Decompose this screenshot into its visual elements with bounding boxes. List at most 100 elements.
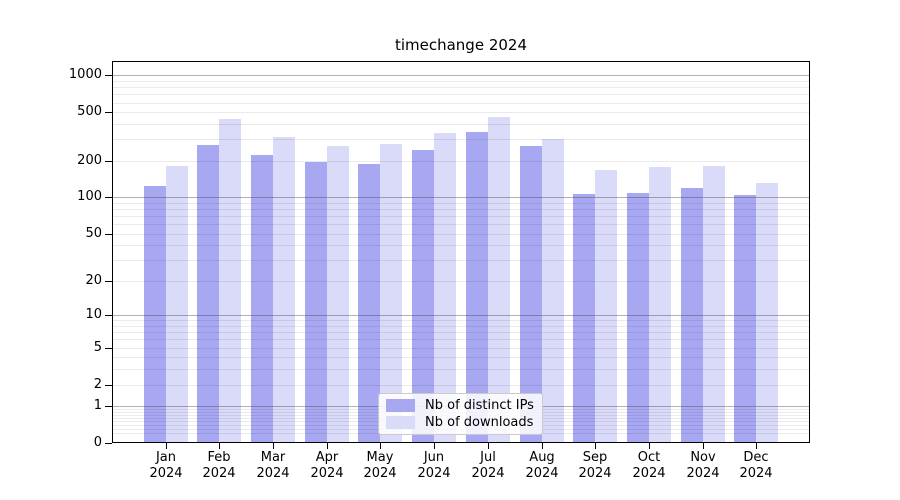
gridline-minor-6 xyxy=(113,339,809,340)
legend-swatch-distinct-ips xyxy=(386,398,415,412)
gridline-minor-900 xyxy=(113,81,809,82)
y-tick-label-500: 500 xyxy=(77,104,102,119)
y-tick-label-5: 5 xyxy=(93,340,102,355)
bar-downloads-may xyxy=(380,143,403,442)
gridline-minor-20 xyxy=(113,281,809,282)
y-tick-20 xyxy=(105,281,112,282)
gridline-minor-400 xyxy=(113,124,809,125)
bar-ips-dec xyxy=(734,194,757,442)
bar-downloads-feb xyxy=(219,118,242,442)
bar-downloads-mar xyxy=(273,137,296,442)
gridline-minor-5 xyxy=(113,348,809,349)
x-tick-label-dec: Dec 2024 xyxy=(739,450,773,481)
gridline-minor-7 xyxy=(113,332,809,333)
y-tick-100 xyxy=(105,197,112,198)
y-tick-label-200: 200 xyxy=(77,153,102,168)
legend-label-downloads: Nb of downloads xyxy=(425,415,534,431)
gridline-major-1000 xyxy=(113,75,809,76)
bar-downloads-oct xyxy=(648,166,671,442)
bar-downloads-jun xyxy=(434,133,457,442)
bar-downloads-jul xyxy=(487,116,510,442)
gridline-minor-500 xyxy=(113,112,809,113)
gridline-minor-9 xyxy=(113,320,809,321)
x-tick-label-jun: Jun 2024 xyxy=(417,450,451,481)
legend-label-distinct-ips: Nb of distinct IPs xyxy=(425,397,534,413)
x-tick-label-mar: Mar 2024 xyxy=(256,450,290,481)
gridline-minor-8 xyxy=(113,326,809,327)
bar-ips-aug xyxy=(519,145,542,442)
y-tick-5 xyxy=(105,348,112,349)
y-tick-label-0: 0 xyxy=(93,435,102,450)
y-tick-200 xyxy=(105,161,112,162)
y-tick-label-10: 10 xyxy=(85,307,102,322)
gridline-major-10 xyxy=(113,315,809,316)
bar-ips-apr xyxy=(304,162,327,442)
x-tick-label-jul: Jul 2024 xyxy=(471,450,505,481)
gridline-minor-90 xyxy=(113,203,809,204)
y-tick-1000 xyxy=(105,75,112,76)
gridline-minor-60 xyxy=(113,224,809,225)
x-tick-oct xyxy=(649,443,650,449)
bar-ips-jan xyxy=(143,186,166,442)
y-tick-10 xyxy=(105,315,112,316)
gridline-minor-600 xyxy=(113,103,809,104)
x-tick-label-nov: Nov 2024 xyxy=(686,450,720,481)
bar-ips-may xyxy=(358,164,381,442)
x-tick-label-sep: Sep 2024 xyxy=(578,450,612,481)
x-tick-feb xyxy=(219,443,220,449)
x-tick-jun xyxy=(434,443,435,449)
x-tick-jan xyxy=(166,443,167,449)
x-tick-jul xyxy=(488,443,489,449)
x-tick-sep xyxy=(595,443,596,449)
y-tick-0 xyxy=(105,443,112,444)
gridline-minor-800 xyxy=(113,87,809,88)
x-tick-mar xyxy=(273,443,274,449)
bar-ips-feb xyxy=(197,144,220,442)
gridline-minor-300 xyxy=(113,139,809,140)
x-tick-aug xyxy=(542,443,543,449)
bar-ips-jun xyxy=(412,149,435,442)
y-tick-50 xyxy=(105,234,112,235)
legend-item-distinct-ips: Nb of distinct IPs xyxy=(386,397,535,413)
gridline-minor-40 xyxy=(113,245,809,246)
x-tick-label-feb: Feb 2024 xyxy=(202,450,236,481)
x-tick-nov xyxy=(703,443,704,449)
chart-title: timechange 2024 xyxy=(394,36,528,54)
legend: Nb of distinct IPs Nb of downloads xyxy=(378,393,543,435)
y-tick-label-1: 1 xyxy=(93,398,102,413)
gridline-minor-3 xyxy=(113,369,809,370)
bar-ips-sep xyxy=(573,194,596,442)
x-tick-label-jan: Jan 2024 xyxy=(149,450,183,481)
gridline-minor-80 xyxy=(113,209,809,210)
gridline-minor-200 xyxy=(113,161,809,162)
y-tick-label-20: 20 xyxy=(85,273,102,288)
bar-ips-oct xyxy=(626,192,649,442)
bar-downloads-nov xyxy=(702,166,725,442)
x-tick-label-may: May 2024 xyxy=(363,450,397,481)
bar-downloads-dec xyxy=(756,182,779,442)
x-tick-dec xyxy=(756,443,757,449)
gridline-minor-30 xyxy=(113,260,809,261)
gridline-minor-2 xyxy=(113,385,809,386)
gridline-minor-4 xyxy=(113,357,809,358)
bar-downloads-sep xyxy=(595,170,618,442)
bar-ips-mar xyxy=(251,154,274,442)
bar-ips-jul xyxy=(465,132,488,442)
y-tick-2 xyxy=(105,385,112,386)
y-tick-label-1000: 1000 xyxy=(68,67,102,82)
y-tick-label-50: 50 xyxy=(85,226,102,241)
legend-swatch-downloads xyxy=(386,416,415,430)
bar-downloads-apr xyxy=(326,145,349,442)
legend-item-downloads: Nb of downloads xyxy=(386,415,535,431)
x-tick-label-aug: Aug 2024 xyxy=(525,450,559,481)
bar-downloads-jan xyxy=(165,166,188,442)
x-tick-label-apr: Apr 2024 xyxy=(310,450,344,481)
gridline-minor-700 xyxy=(113,94,809,95)
y-tick-500 xyxy=(105,112,112,113)
bar-ips-nov xyxy=(680,187,703,442)
x-tick-may xyxy=(380,443,381,449)
gridline-minor-50 xyxy=(113,234,809,235)
y-tick-1 xyxy=(105,406,112,407)
y-tick-label-100: 100 xyxy=(77,189,102,204)
